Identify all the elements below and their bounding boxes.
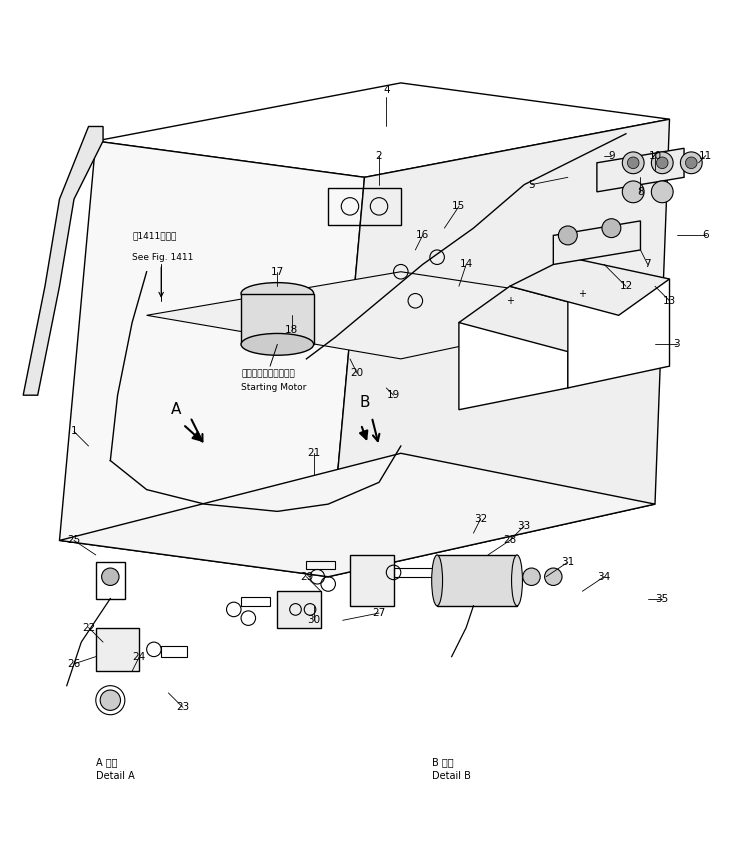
- Polygon shape: [350, 555, 394, 606]
- Circle shape: [100, 690, 120, 710]
- Circle shape: [623, 181, 644, 203]
- Text: Detail A: Detail A: [95, 772, 135, 782]
- Text: 30: 30: [307, 615, 320, 626]
- Polygon shape: [95, 83, 669, 177]
- Polygon shape: [437, 555, 517, 606]
- Circle shape: [656, 157, 668, 168]
- Text: 28: 28: [503, 535, 516, 545]
- Text: +: +: [506, 296, 514, 306]
- Bar: [161, 646, 187, 657]
- Text: 17: 17: [270, 267, 284, 277]
- Text: 29: 29: [300, 572, 313, 582]
- Circle shape: [523, 568, 540, 585]
- Circle shape: [545, 568, 562, 585]
- Text: 3: 3: [674, 339, 680, 350]
- Polygon shape: [23, 127, 103, 395]
- Text: 24: 24: [133, 652, 146, 662]
- Text: 7: 7: [644, 260, 651, 269]
- Text: 25: 25: [67, 535, 81, 545]
- Text: 2: 2: [375, 150, 382, 161]
- Circle shape: [651, 152, 673, 173]
- Polygon shape: [277, 591, 321, 627]
- Text: 34: 34: [598, 572, 611, 582]
- Text: 26: 26: [67, 658, 81, 669]
- Text: 第1411図参照: 第1411図参照: [132, 231, 176, 240]
- Text: Starting Motor: Starting Motor: [241, 383, 306, 393]
- Text: 14: 14: [459, 260, 473, 269]
- Text: 20: 20: [351, 369, 364, 378]
- Polygon shape: [241, 293, 313, 344]
- Text: A: A: [171, 402, 181, 417]
- Polygon shape: [459, 301, 568, 410]
- Circle shape: [685, 157, 697, 168]
- Bar: [95, 562, 125, 599]
- Circle shape: [651, 181, 673, 203]
- Text: 5: 5: [529, 180, 535, 190]
- Circle shape: [623, 152, 644, 173]
- Text: 27: 27: [373, 608, 386, 618]
- Polygon shape: [95, 627, 139, 671]
- Polygon shape: [60, 453, 655, 576]
- Text: Detail B: Detail B: [432, 772, 471, 782]
- Text: 33: 33: [518, 521, 531, 531]
- Text: 31: 31: [561, 557, 574, 567]
- Text: 4: 4: [383, 85, 389, 95]
- Text: 19: 19: [387, 390, 400, 400]
- Polygon shape: [568, 279, 669, 388]
- Polygon shape: [147, 272, 641, 359]
- Polygon shape: [459, 287, 619, 351]
- Polygon shape: [553, 221, 641, 264]
- Text: 32: 32: [474, 513, 487, 524]
- Text: 23: 23: [176, 702, 190, 713]
- Bar: [306, 561, 335, 570]
- Ellipse shape: [512, 555, 523, 606]
- Ellipse shape: [241, 282, 313, 305]
- Polygon shape: [60, 141, 364, 576]
- Text: 35: 35: [655, 594, 669, 603]
- Text: 22: 22: [82, 622, 95, 633]
- Text: 11: 11: [699, 150, 712, 161]
- Text: スターティングモータ: スターティングモータ: [241, 369, 295, 378]
- Circle shape: [628, 157, 639, 168]
- Text: 1: 1: [71, 426, 77, 437]
- Text: B 詳細: B 詳細: [432, 757, 453, 767]
- Text: 16: 16: [416, 230, 429, 241]
- Text: B: B: [359, 395, 370, 410]
- Text: 13: 13: [663, 296, 676, 306]
- Polygon shape: [328, 119, 669, 576]
- Polygon shape: [510, 257, 669, 315]
- Bar: [328, 188, 401, 224]
- Circle shape: [602, 218, 621, 237]
- Text: 15: 15: [452, 201, 466, 211]
- Polygon shape: [597, 148, 684, 192]
- Text: 8: 8: [637, 187, 644, 197]
- Circle shape: [680, 152, 702, 173]
- Text: 9: 9: [608, 150, 615, 161]
- Circle shape: [558, 226, 577, 245]
- Bar: [394, 568, 437, 576]
- Text: 12: 12: [620, 281, 633, 291]
- Text: 10: 10: [648, 150, 661, 161]
- Text: A 詳細: A 詳細: [95, 757, 117, 767]
- Text: 18: 18: [285, 324, 298, 335]
- Ellipse shape: [241, 333, 313, 356]
- Text: 21: 21: [307, 448, 320, 458]
- Ellipse shape: [432, 555, 443, 606]
- Text: +: +: [578, 288, 586, 299]
- Circle shape: [101, 568, 119, 585]
- Text: See Fig. 1411: See Fig. 1411: [132, 253, 193, 261]
- Bar: [241, 597, 270, 606]
- Text: 6: 6: [703, 230, 709, 241]
